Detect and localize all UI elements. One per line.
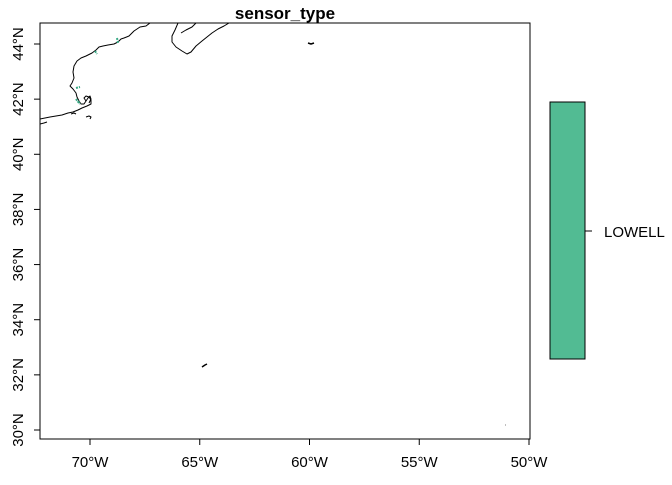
map-title: sensor_type [235, 4, 335, 23]
coastline-fundy [180, 23, 197, 34]
legend-label: LOWELL [604, 224, 665, 241]
y-tick-label-3: 36°N [10, 248, 27, 282]
x-tick-label-4: 50°W [511, 454, 549, 471]
sensor-mark-4 [77, 100, 81, 105]
sensor-observations [75, 37, 119, 105]
coastline-cape-cod [85, 95, 92, 104]
legend-color-bar [549, 101, 586, 360]
x-tick-label-2: 60°W [291, 454, 329, 471]
y-tick-label-1: 32°N [10, 358, 27, 392]
x-tick-label-1: 65°W [181, 454, 219, 471]
y-tick-label-5: 40°N [10, 138, 27, 172]
x-tick-label-3: 55°W [401, 454, 439, 471]
sensor-mark-2 [75, 86, 81, 89]
sensor-mark-1 [116, 37, 119, 44]
y-tick-label-0: 30°N [10, 413, 27, 447]
y-tick-label-7: 44°N [10, 27, 27, 61]
y-tick-label-4: 38°N [10, 193, 27, 227]
y-tick-label-6: 42°N [10, 82, 27, 116]
coastline-islands [70, 112, 92, 120]
coastline-sable-island [307, 42, 315, 45]
y-tick-label-2: 34°N [10, 303, 27, 337]
coastline-long-island [40, 121, 48, 125]
plot-frame [39, 22, 531, 440]
coastline-nova-scotia [171, 23, 230, 55]
x-tick-label-0: 70°W [72, 454, 110, 471]
coastline-bermuda [201, 363, 208, 368]
y-axis: 30°N 32°N 34°N 36°N 38°N 40°N 42°N 44°N [10, 27, 40, 447]
legend: LOWELL [549, 101, 665, 360]
x-axis: 70°W 65°W 60°W 55°W 50°W [72, 439, 549, 471]
sensor-mark-0 [94, 50, 98, 55]
